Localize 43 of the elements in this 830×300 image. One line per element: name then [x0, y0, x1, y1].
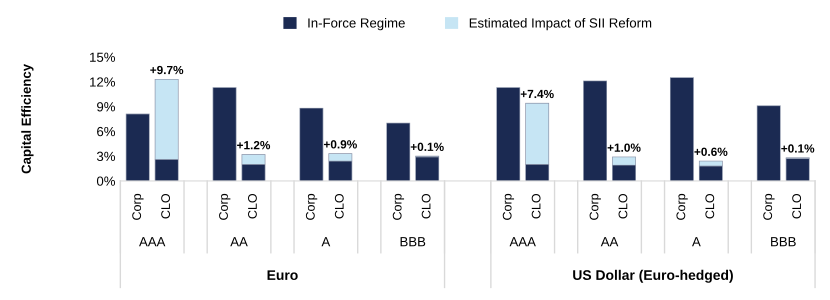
- data-label: +0.1%: [410, 142, 444, 152]
- x-tick-label: Corp: [676, 194, 688, 220]
- x-tick-label: Corp: [132, 194, 144, 220]
- data-label: +1.2%: [237, 140, 270, 150]
- text: BBB: [771, 237, 796, 246]
- text: AAA: [510, 237, 536, 246]
- data-label: +9.7%: [150, 66, 184, 74]
- x-tick-label: CLO: [334, 194, 344, 218]
- text: A: [321, 237, 330, 246]
- data-label: +0.6%: [694, 148, 728, 156]
- y-tick-label: 0%: [96, 176, 116, 186]
- x-tick-label: Corp: [502, 194, 514, 220]
- y-tick-label: 15%: [90, 52, 116, 62]
- x-tick-label: Corp: [219, 194, 230, 220]
- legend-label: In-Force Regime: [308, 18, 405, 30]
- x-tick-label: CLO: [705, 194, 714, 218]
- text: AAA: [139, 237, 166, 246]
- text: AA: [600, 237, 618, 246]
- y-tick-label: 3%: [96, 152, 116, 162]
- x-tick-label: Corp: [306, 194, 318, 220]
- y-tick-label: 6%: [97, 126, 116, 136]
- text: BBB: [400, 237, 426, 246]
- y-axis-title: Capital Efficiency: [21, 64, 34, 174]
- data-label: +0.9%: [324, 140, 357, 149]
- data-label: +1.0%: [608, 143, 641, 152]
- x-tick-label: CLO: [792, 194, 802, 218]
- x-tick-label: CLO: [161, 194, 170, 218]
- text: A: [692, 237, 701, 246]
- text: Euro: [268, 270, 298, 280]
- text: AA: [230, 237, 248, 246]
- x-tick-label: CLO: [618, 194, 628, 218]
- data-label: +0.1%: [781, 144, 814, 153]
- y-tick-label: 12%: [90, 77, 116, 87]
- y-tick-label: 9%: [97, 102, 116, 112]
- x-tick-label: CLO: [422, 194, 431, 218]
- x-tick-label: Corp: [590, 194, 601, 220]
- x-tick-label: Corp: [763, 194, 775, 220]
- x-tick-label: Corp: [392, 194, 404, 220]
- data-label: +7.4%: [520, 90, 554, 98]
- legend-label: Estimated Impact of SII Reform: [470, 18, 652, 30]
- x-tick-label: CLO: [248, 194, 257, 218]
- x-tick-label: CLO: [532, 194, 541, 218]
- text: US Dollar (Euro-hedged): [573, 270, 733, 283]
